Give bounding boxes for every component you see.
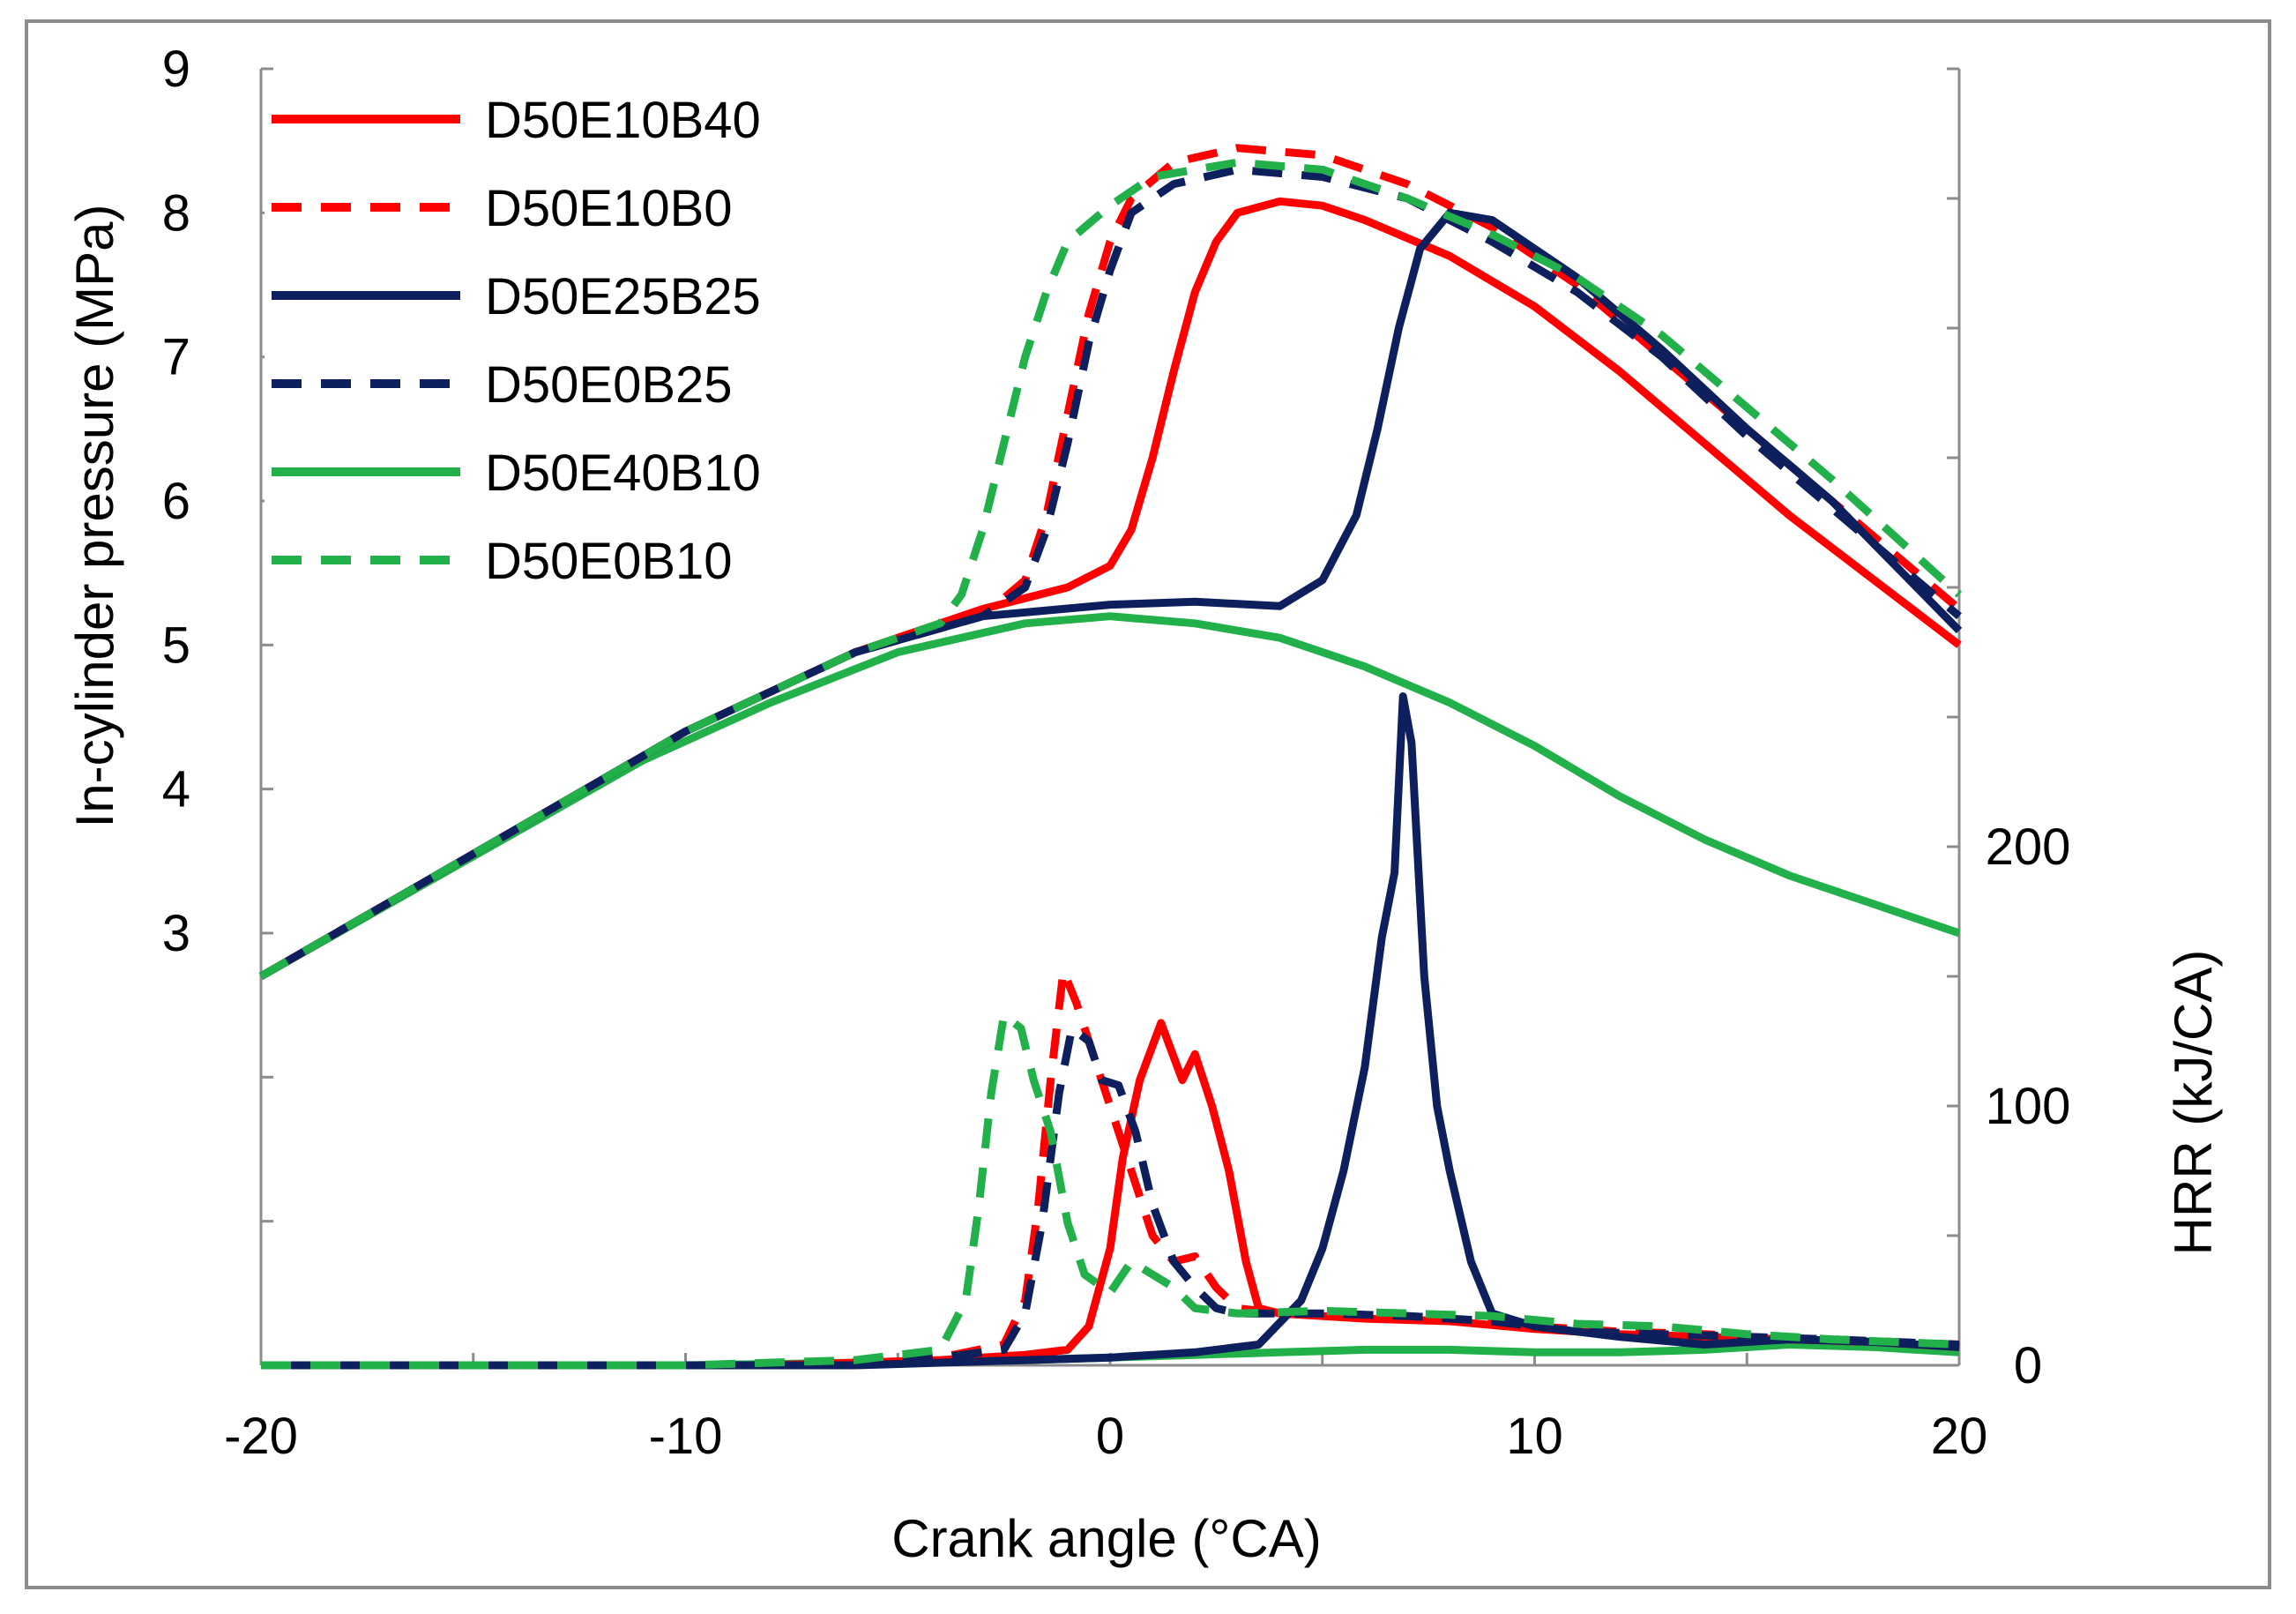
x-tick-label: -10 bbox=[649, 1408, 723, 1465]
y-axis-left-title: In-cylinder pressure (MPa) bbox=[65, 205, 124, 828]
legend-background bbox=[265, 71, 846, 609]
hrr-line-d50e10b0 bbox=[261, 967, 1960, 1370]
y-left-tick-label: 8 bbox=[162, 184, 190, 242]
legend-label-d50e10b0: D50E10B0 bbox=[485, 180, 733, 237]
y-left-tick-label: 4 bbox=[162, 761, 190, 818]
x-tick-label: -20 bbox=[224, 1408, 298, 1465]
y-left-tick-label: 9 bbox=[162, 41, 190, 98]
hrr-line-d50e25b25 bbox=[261, 692, 1960, 1370]
y-left-tick-label: 3 bbox=[162, 905, 190, 962]
hrr-line-d50e0b10 bbox=[261, 1011, 1960, 1370]
y-right-tick-label: 100 bbox=[1986, 1078, 2071, 1135]
pressure-line-d50e0b10 bbox=[258, 158, 1963, 980]
x-tick-label: 10 bbox=[1506, 1408, 1563, 1465]
x-axis-title: Crank angle (°CA) bbox=[891, 1509, 1322, 1568]
y-left-tick-label: 5 bbox=[162, 616, 190, 674]
y-left-tick-label: 6 bbox=[162, 473, 190, 530]
legend-label-d50e0b10: D50E0B10 bbox=[485, 533, 733, 590]
legend-label-d50e40b10: D50E40B10 bbox=[485, 445, 761, 502]
x-tick-label: 0 bbox=[1096, 1408, 1124, 1465]
axes-layer: 3 4 5 6 7 8 9 0 100 200 -20 -10 0 10 20 bbox=[162, 41, 2071, 1465]
legend-label-d50e25b25: D50E25B25 bbox=[485, 268, 761, 325]
pressure-line-d50e0b25 bbox=[258, 165, 1962, 980]
legend-label-d50e10b40: D50E10B40 bbox=[485, 92, 761, 149]
hrr-line-d50e10b40 bbox=[261, 1019, 1960, 1370]
series-layer bbox=[258, 144, 1963, 1370]
y-axis-right-title: HRR (kJ/CA) bbox=[2164, 950, 2223, 1256]
x-tick-label: 20 bbox=[1931, 1408, 1988, 1465]
y-right-tick-label: 200 bbox=[1986, 818, 2071, 876]
y-left-tick-label: 7 bbox=[162, 329, 190, 386]
hrr-line-d50e0b25 bbox=[261, 1024, 1960, 1370]
legend: D50E10B40 D50E10B0 D50E25B25 D50E0B25 D50E40… bbox=[265, 71, 846, 609]
y-right-tick-label: 0 bbox=[2014, 1337, 2042, 1394]
legend-label-d50e0b25: D50E0B25 bbox=[485, 356, 733, 414]
pressure-line-d50e40b10 bbox=[258, 612, 1961, 980]
